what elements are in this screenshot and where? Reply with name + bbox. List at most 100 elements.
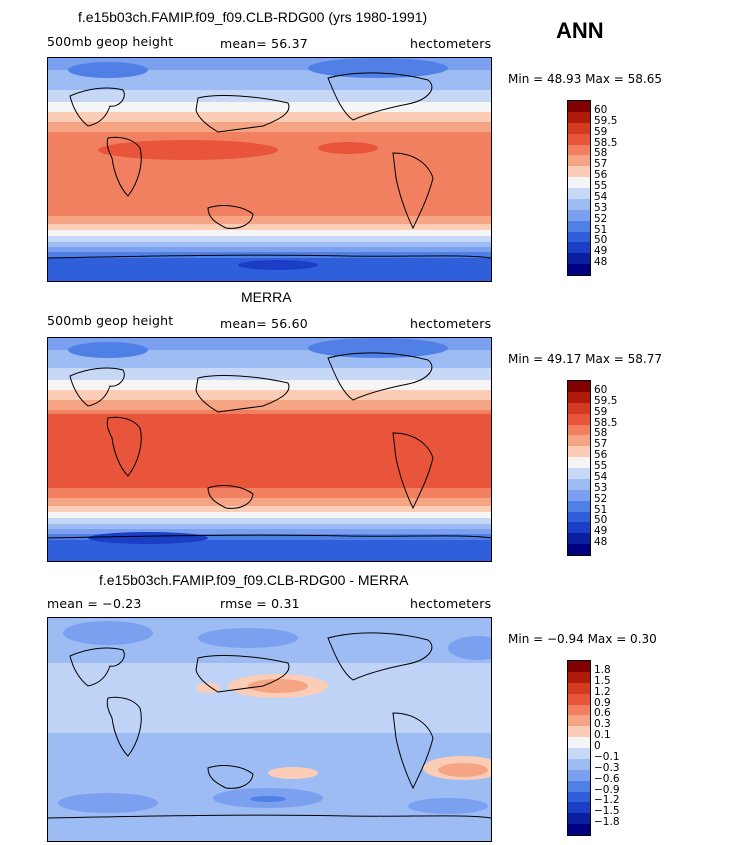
- colorbar-tick-label: 48: [594, 256, 608, 269]
- colorbar-swatch: [568, 769, 590, 781]
- colorbar-tick-label: −1.5: [594, 805, 620, 818]
- colorbar-swatch: [568, 780, 590, 792]
- colorbar-tick-label: 0.1: [594, 729, 611, 742]
- colorbar-tick-label: 1.8: [594, 663, 611, 676]
- colorbar-tick-label: 55: [594, 180, 608, 192]
- colorbar-tick-label: 54: [594, 190, 608, 203]
- colorbar-swatch: [568, 522, 590, 534]
- panel3-rmse: rmse = 0.31: [220, 596, 300, 611]
- panel2-variable: 500mb geop height: [47, 313, 174, 328]
- colorbar-tick-label: −0.6: [594, 772, 620, 785]
- colorbar-swatch: [568, 424, 590, 436]
- panel2-units: hectometers: [410, 316, 492, 331]
- colorbar-swatch: [568, 133, 590, 145]
- colorbar-swatch: [568, 391, 590, 403]
- colorbar-tick-label: 58: [594, 147, 608, 160]
- colorbar-tick-label: 0.3: [594, 718, 611, 731]
- panel1-mean: mean= 56.37: [220, 36, 308, 51]
- panel2-mean: mean= 56.60: [220, 316, 308, 331]
- colorbar-swatch: [568, 500, 590, 512]
- colorbar-tick-label: 59.5: [594, 114, 618, 127]
- colorbar-swatch: [568, 446, 590, 458]
- colorbar-swatch: [568, 693, 590, 705]
- panel1-minmax: Min = 48.93 Max = 58.65: [508, 72, 662, 86]
- colorbar-tick-label: 52: [594, 212, 608, 225]
- colorbar-swatch: [568, 682, 590, 694]
- colorbar-tick-label: 59: [594, 125, 608, 138]
- panel3-minmax: Min = −0.94 Max = 0.30: [508, 632, 657, 646]
- colorbar-swatch: [568, 435, 590, 447]
- colorbar-swatch: [568, 402, 590, 414]
- colorbar-tick-label: 1.2: [594, 685, 611, 698]
- colorbar-tick-label: 50: [594, 234, 608, 247]
- colorbar-swatch: [568, 101, 590, 112]
- colorbar-swatch: [568, 253, 590, 265]
- colorbar-swatch: [568, 220, 590, 232]
- colorbar-swatch: [568, 748, 590, 759]
- colorbar-swatch: [568, 661, 590, 672]
- panel3-map: [47, 617, 492, 842]
- colorbar-swatch: [568, 737, 590, 748]
- panel1-colorbar: [567, 100, 591, 276]
- colorbar-swatch: [568, 242, 590, 254]
- colorbar-swatch: [568, 209, 590, 221]
- colorbar-swatch: [568, 478, 590, 490]
- colorbar-tick-label: 1.5: [594, 674, 611, 687]
- colorbar-swatch: [568, 177, 590, 188]
- colorbar-swatch: [568, 155, 590, 167]
- colorbar-tick-label: 52: [594, 492, 608, 505]
- panel1-variable: 500mb geop height: [47, 34, 174, 49]
- colorbar-tick-label: 53: [594, 201, 608, 214]
- colorbar-swatch: [568, 111, 590, 123]
- colorbar-swatch: [568, 468, 590, 479]
- colorbar-tick-label: 0.9: [594, 696, 611, 709]
- panel1-title: f.e15b03ch.FAMIP.f09_f09.CLB-RDG00 (yrs …: [78, 9, 428, 25]
- colorbar-tick-label: 57: [594, 438, 608, 451]
- colorbar-swatch: [568, 231, 590, 243]
- colorbar-tick-label: 49: [594, 525, 608, 538]
- colorbar-swatch: [568, 802, 590, 814]
- panel3-units: hectometers: [410, 596, 492, 611]
- colorbar-tick-label: −1.8: [594, 816, 620, 829]
- colorbar-tick-label: 51: [594, 503, 608, 516]
- colorbar-swatch: [568, 671, 590, 683]
- colorbar-swatch: [568, 704, 590, 716]
- colorbar-tick-label: 55: [594, 460, 608, 472]
- panel2-colorbar: [567, 380, 591, 556]
- panel2-map: [47, 337, 492, 562]
- colorbar-swatch: [568, 381, 590, 392]
- colorbar-tick-label: 60: [594, 383, 608, 396]
- colorbar-tick-label: 56: [594, 449, 608, 462]
- colorbar-tick-label: 51: [594, 223, 608, 236]
- colorbar-swatch: [568, 457, 590, 468]
- colorbar-tick-label: 59.5: [594, 394, 618, 407]
- colorbar-swatch: [568, 715, 590, 727]
- colorbar-swatch: [568, 726, 590, 738]
- colorbar-tick-label: 54: [594, 470, 608, 483]
- panel2-title: MERRA: [241, 289, 292, 305]
- panel1-map: [47, 57, 492, 282]
- panel2-minmax: Min = 49.17 Max = 58.77: [508, 352, 662, 366]
- colorbar-swatch: [568, 824, 590, 835]
- colorbar-tick-label: −0.3: [594, 761, 620, 774]
- colorbar-tick-label: 0.6: [594, 707, 611, 720]
- colorbar-tick-label: 48: [594, 536, 608, 549]
- colorbar-tick-label: 58: [594, 427, 608, 440]
- colorbar-tick-label: 50: [594, 514, 608, 527]
- colorbar-tick-label: 58.5: [594, 416, 618, 429]
- colorbar-swatch: [568, 758, 590, 770]
- colorbar-tick-label: 56: [594, 169, 608, 182]
- colorbar-swatch: [568, 511, 590, 523]
- colorbar-tick-label: 0: [594, 740, 601, 752]
- colorbar-swatch: [568, 198, 590, 210]
- colorbar-swatch: [568, 533, 590, 545]
- colorbar-tick-label: −1.2: [594, 794, 620, 807]
- colorbar-tick-label: −0.1: [594, 750, 620, 763]
- season-label: ANN: [556, 18, 604, 43]
- colorbar-swatch: [568, 791, 590, 803]
- colorbar-swatch: [568, 489, 590, 501]
- colorbar-tick-label: 58.5: [594, 136, 618, 149]
- colorbar-tick-label: 59: [594, 405, 608, 418]
- colorbar-tick-label: 57: [594, 158, 608, 171]
- colorbar-swatch: [568, 144, 590, 156]
